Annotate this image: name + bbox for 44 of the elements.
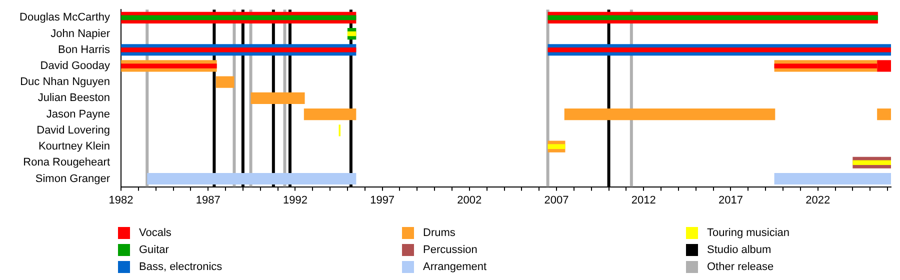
y-tick-label: Kourtney Klein <box>38 140 110 153</box>
legend-label: Bass, electronics <box>139 260 222 272</box>
y-tick-label: David Lovering <box>36 124 110 136</box>
bar <box>121 15 356 20</box>
x-tick-label: 2017 <box>718 194 743 206</box>
y-tick-label: Rona Rougeheart <box>23 156 110 169</box>
legend-label: Percussion <box>423 244 478 256</box>
y-tick-label: Simon Granger <box>35 172 110 185</box>
bar <box>121 64 217 68</box>
x-tick-label: 2022 <box>806 194 830 206</box>
bar <box>852 160 891 166</box>
y-tick-label: Bon Harris <box>58 44 110 56</box>
bar <box>347 31 356 36</box>
legend-label: Other release <box>707 260 774 272</box>
x-tick-label: 1992 <box>282 194 308 206</box>
legend-label: Touring musician <box>707 226 790 238</box>
y-tick-label: David Gooday <box>40 60 110 72</box>
y-tick-label: Duc Nhan Nguyen <box>20 76 110 88</box>
bar <box>548 15 878 20</box>
x-tick-label: 2007 <box>544 194 569 206</box>
x-tick-label: 2002 <box>457 194 482 206</box>
legend-label: Vocals <box>139 226 172 238</box>
legend-label: Studio album <box>707 244 772 256</box>
x-tick-label: 2012 <box>631 194 656 206</box>
bar <box>250 92 305 104</box>
bar <box>548 47 891 52</box>
y-tick-label: Julian Beeston <box>38 92 110 104</box>
bar <box>564 108 776 120</box>
legend-label: Guitar <box>139 244 169 256</box>
y-tick-label: Douglas McCarthy <box>20 12 110 24</box>
legend-label: Arrangement <box>423 260 487 272</box>
y-tick-label: Jason Payne <box>46 108 110 120</box>
x-tick-label: 1982 <box>108 194 134 206</box>
legend-label: Drums <box>423 226 456 238</box>
y-tick-label: John Napier <box>50 28 110 40</box>
bar <box>774 172 891 185</box>
x-tick-label: 1997 <box>370 194 395 206</box>
bar <box>548 144 566 149</box>
bar <box>877 108 891 120</box>
bar <box>216 76 234 88</box>
x-tick-label: 1987 <box>196 194 220 206</box>
bar <box>304 108 356 120</box>
bar <box>121 47 356 52</box>
bar <box>147 172 356 185</box>
